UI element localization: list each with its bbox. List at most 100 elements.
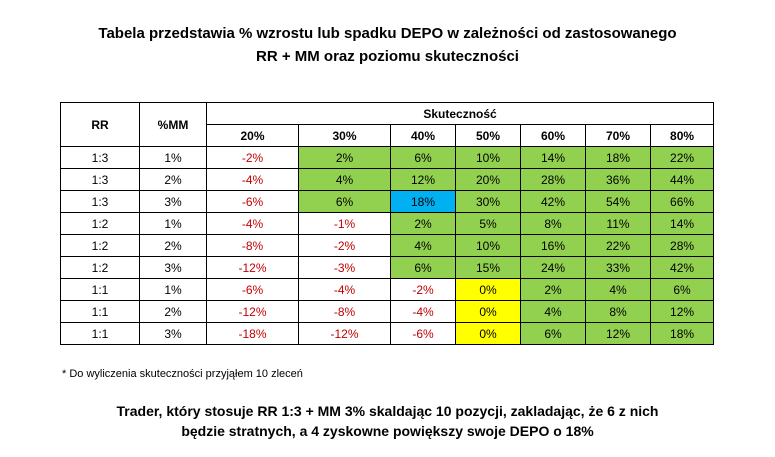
cell-rr: 1:3 [60,168,140,191]
cell-rr: 1:3 [60,146,140,169]
cell-value: 28% [520,168,586,191]
cell-rr: 1:1 [60,322,140,345]
cell-rr: 1:2 [60,256,140,279]
table-row: 1:3 2% -4% 4% 12% 20% 28% 36% 44% [60,168,715,191]
cell-value: 18% [390,190,456,213]
cell-rr: 1:1 [60,300,140,323]
cell-value: 4% [520,300,586,323]
table-row: 1:1 2% -12% -8% -4% 0% 4% 8% 12% [60,300,715,323]
cell-value: 0% [455,278,521,301]
table-row: 1:3 1% -2% 2% 6% 10% 14% 18% 22% [60,146,715,169]
summary: Trader, który stosuje RR 1:3 + MM 3% ska… [0,401,775,441]
cell-value: -4% [206,168,299,191]
cell-value: 28% [649,234,715,257]
table-row: 1:2 2% -8% -2% 4% 10% 16% 22% 28% [60,234,715,257]
cell-value: -12% [206,300,299,323]
header-level: 30% [298,124,391,147]
table-row: 1:2 3% -12% -3% 6% 15% 24% 33% 42% [60,256,715,279]
cell-value: 4% [390,234,456,257]
cell-value: -6% [206,278,299,301]
cell-value: 66% [649,190,715,213]
cell-value: -18% [206,322,299,345]
cell-value: 10% [455,146,521,169]
header-level: 50% [455,124,521,147]
cell-mm: 2% [139,300,207,323]
cell-mm: 1% [139,212,207,235]
cell-value: 10% [455,234,521,257]
cell-value: 36% [585,168,651,191]
cell-value: 2% [520,278,586,301]
cell-value: 2% [390,212,456,235]
cell-value: 12% [649,300,715,323]
cell-rr: 1:2 [60,234,140,257]
page-title: Tabela przedstawia % wzrostu lub spadku … [0,22,775,68]
header-effectiveness: Skuteczność [205,102,715,125]
cell-value: -2% [390,278,456,301]
cell-value: 22% [649,146,715,169]
cell-value: 12% [390,168,456,191]
cell-value: 2% [298,146,391,169]
cell-value: 8% [520,212,586,235]
header-levels-row: 20% 30% 40% 50% 60% 70% 80% [61,124,715,147]
cell-mm: 1% [139,146,207,169]
cell-mm: 3% [139,322,207,345]
cell-value: -2% [206,146,299,169]
cell-value: -8% [298,300,391,323]
table-row: 1:1 1% -6% -4% -2% 0% 2% 4% 6% [60,278,715,301]
cell-value: -2% [298,234,391,257]
cell-value: 15% [455,256,521,279]
title-line-2: RR + MM oraz poziomu skuteczności [256,48,519,65]
summary-line-1: Trader, który stosuje RR 1:3 + MM 3% ska… [116,403,659,419]
title-line-1: Tabela przedstawia % wzrostu lub spadku … [98,25,677,42]
cell-value: 14% [520,146,586,169]
cell-value: 30% [455,190,521,213]
cell-value: 54% [585,190,651,213]
cell-mm: 2% [139,168,207,191]
cell-value: -6% [206,190,299,213]
header-level: 80% [649,124,715,147]
cell-value: 0% [455,322,521,345]
cell-value: 5% [455,212,521,235]
table-body: 1:3 1% -2% 2% 6% 10% 14% 18% 22% 1:3 2% -4% 4% 12% 20%… [60,146,715,345]
cell-value: -3% [298,256,391,279]
header-mm: %MM [139,102,207,147]
header-level: 70% [585,124,651,147]
cell-value: 6% [649,278,715,301]
cell-value: 16% [520,234,586,257]
table-row: 1:1 3% -18% -12% -6% 0% 6% 12% 18% [60,322,715,345]
cell-value: -4% [206,212,299,235]
cell-value: -4% [390,300,456,323]
cell-value: 4% [298,168,391,191]
cell-value: 33% [585,256,651,279]
table-row: 1:3 3% -6% 6% 18% 30% 42% 54% 66% [60,190,715,213]
cell-value: 18% [649,322,715,345]
cell-value: 42% [649,256,715,279]
cell-value: 42% [520,190,586,213]
cell-value: 11% [585,212,651,235]
header-level: 40% [390,124,456,147]
cell-mm: 1% [139,278,207,301]
summary-line-2: będzie stratnych, a 4 zyskowne powiększy… [181,423,594,439]
cell-value: 12% [585,322,651,345]
cell-value: 4% [585,278,651,301]
header-rr: RR [60,102,140,147]
cell-value: -6% [390,322,456,345]
cell-value: 44% [649,168,715,191]
cell-rr: 1:3 [60,190,140,213]
cell-value: 6% [520,322,586,345]
header-level: 20% [206,124,299,147]
cell-value: 6% [390,146,456,169]
cell-value: -12% [298,322,391,345]
cell-value: -1% [298,212,391,235]
cell-rr: 1:2 [60,212,140,235]
cell-value: 22% [585,234,651,257]
cell-value: -8% [206,234,299,257]
footnote: * Do wyliczenia skuteczności przyjąłem 1… [62,368,303,380]
cell-value: -12% [206,256,299,279]
results-table: RR %MM Skuteczność 20% 30% 40% 50% 60% 70% 80%… [60,102,715,345]
header-level: 60% [520,124,586,147]
cell-value: 6% [298,190,391,213]
cell-value: 18% [585,146,651,169]
cell-value: 6% [390,256,456,279]
cell-value: 20% [455,168,521,191]
